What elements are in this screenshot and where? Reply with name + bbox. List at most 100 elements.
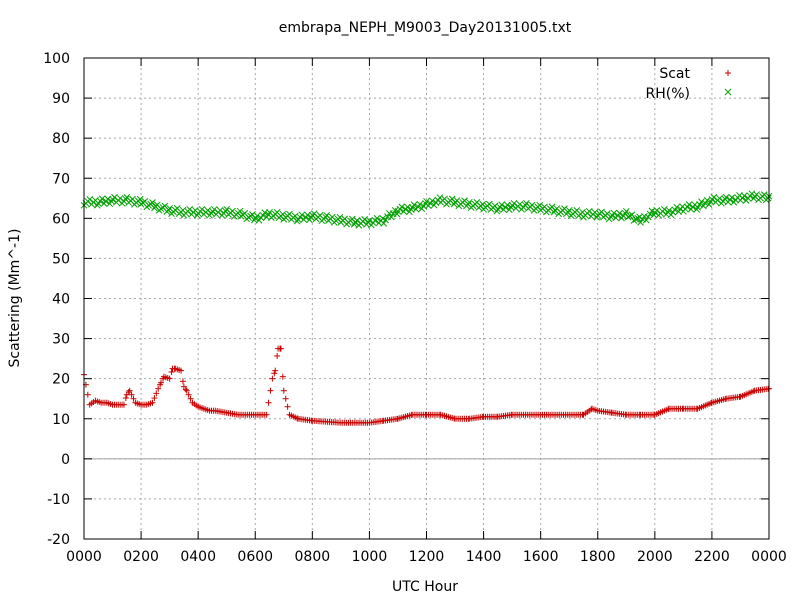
rh-point	[764, 194, 772, 202]
rh-point	[642, 216, 650, 224]
rh-point	[685, 201, 693, 208]
legend-scat-marker	[725, 70, 731, 76]
scat-point	[168, 368, 175, 375]
x-tick-label: 1800	[580, 549, 616, 565]
rh-point	[198, 205, 206, 213]
y-tick-label: 20	[52, 372, 70, 388]
rh-point	[622, 207, 630, 215]
rh-point	[493, 207, 501, 215]
rh-point	[750, 195, 758, 202]
rh-point	[710, 193, 718, 201]
scat-point	[125, 389, 132, 396]
scat-point	[158, 379, 165, 386]
rh-point	[366, 216, 373, 224]
x-tick-label: 0000	[751, 549, 787, 565]
rh-point	[382, 216, 389, 224]
scat-point	[151, 395, 158, 402]
scat-point	[122, 395, 129, 402]
rh-point	[111, 193, 118, 201]
rh-point	[701, 199, 709, 207]
scat-point	[179, 378, 186, 385]
rh-point	[498, 201, 506, 209]
y-axis-ticks: -20 -10 0 10 20 30 40 50 60 70 80 90 100	[43, 51, 769, 548]
scat-point	[120, 401, 127, 408]
scat-point	[263, 411, 270, 418]
y-tick-label: -20	[47, 532, 70, 548]
rh-point	[616, 209, 623, 217]
rh-point	[740, 192, 748, 200]
series-scat	[81, 345, 772, 426]
scat-point	[149, 399, 156, 406]
rh-point	[380, 219, 388, 227]
scat-point	[178, 367, 185, 374]
rh-point	[550, 208, 558, 216]
scat-point	[130, 395, 137, 402]
y-tick-label: -10	[47, 492, 70, 508]
scat-point	[155, 385, 162, 392]
scat-point	[282, 395, 289, 402]
rh-point	[149, 199, 156, 206]
rh-point	[628, 211, 636, 219]
legend-scat-label: Scat	[659, 66, 690, 82]
legend-rh-label: RH(%)	[646, 86, 690, 102]
x-tick-label: 0800	[295, 549, 331, 565]
x-tick-label: 0200	[123, 549, 159, 565]
x-tick-label: 1200	[409, 549, 445, 565]
grid	[84, 58, 769, 539]
scat-point	[274, 352, 281, 359]
scat-point	[126, 387, 133, 394]
plot-border	[83, 57, 770, 540]
x-axis-ticks: 0000 0200 0400 0600 0800 1000 1200 1400 1600 1800…	[66, 58, 787, 565]
rh-point	[428, 197, 436, 205]
scat-point	[187, 395, 194, 402]
x-tick-label: 2000	[637, 549, 673, 565]
scat-point	[279, 373, 286, 380]
scat-point	[272, 367, 279, 374]
scat-point	[265, 399, 272, 406]
rh-point	[298, 211, 306, 219]
scat-point	[280, 387, 287, 394]
rh-point	[644, 213, 652, 221]
rh-point	[516, 200, 524, 208]
x-tick-label: 1600	[523, 549, 559, 565]
rh-point	[249, 211, 256, 218]
rh-point	[373, 214, 381, 222]
rh-point	[193, 211, 201, 219]
rh-point	[510, 199, 518, 207]
rh-point	[450, 200, 458, 208]
y-tick-label: 80	[52, 131, 70, 147]
scat-point	[183, 387, 190, 394]
legend-rh-marker	[724, 88, 732, 96]
rh-point	[216, 206, 224, 214]
rh-point	[210, 205, 218, 213]
x-axis-label: UTC Hour	[392, 579, 458, 595]
rh-point	[673, 203, 681, 211]
rh-point	[722, 193, 730, 201]
rh-point	[398, 203, 406, 211]
series-rh	[80, 190, 773, 229]
rh-point	[693, 206, 701, 213]
rh-point	[593, 213, 601, 221]
rh-point	[416, 200, 424, 208]
rh-point	[387, 213, 395, 221]
x-tick-label: 1400	[466, 549, 502, 565]
rh-point	[236, 207, 244, 215]
scat-point	[84, 391, 91, 398]
y-axis-label: Scattering (Mm^-1)	[7, 229, 23, 368]
x-tick-label: 1000	[352, 549, 388, 565]
scat-point	[269, 375, 276, 382]
x-tick-label: 0000	[66, 549, 102, 565]
scat-point	[128, 391, 135, 398]
rh-point	[136, 195, 144, 203]
rh-point	[410, 201, 418, 209]
rh-point	[93, 201, 101, 209]
scat-point	[284, 403, 291, 410]
x-tick-label: 2200	[694, 549, 730, 565]
y-tick-label: 70	[52, 171, 70, 187]
y-tick-label: 50	[52, 251, 70, 267]
scat-point	[166, 375, 173, 382]
rh-point	[621, 210, 629, 217]
x-tick-label: 0600	[237, 549, 273, 565]
rh-point	[308, 214, 315, 221]
